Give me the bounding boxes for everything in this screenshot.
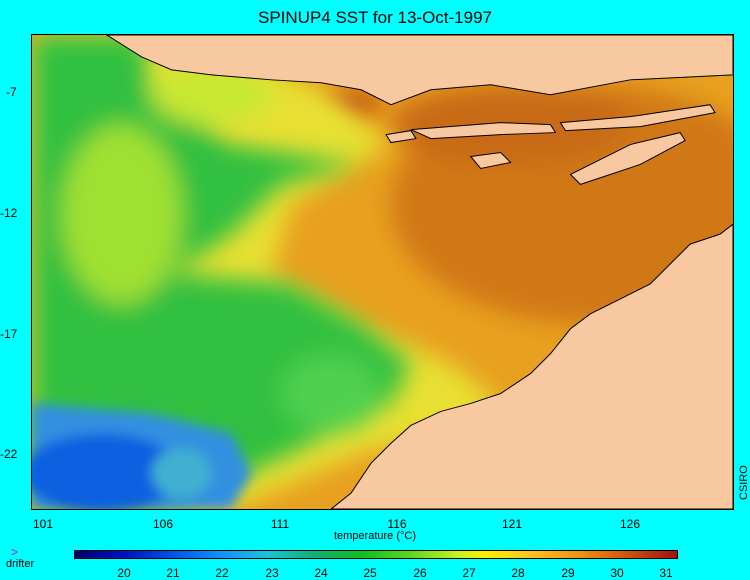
x-tick-label: 101 [32, 517, 54, 531]
colorbar [74, 550, 678, 559]
y-tick-label: -7 [6, 85, 17, 99]
drifter-marker-icon: > [11, 545, 19, 559]
y-tick-label: -17 [0, 327, 18, 341]
sst-map[interactable] [31, 34, 734, 510]
legend-title: temperature (°C) [333, 530, 417, 542]
x-tick-label: 106 [152, 517, 174, 531]
map-title: SPINUP4 SST for 13-Oct-1997 [257, 8, 492, 27]
colorbar-tick-label: 26 [413, 566, 427, 580]
credit-label: CSIRO [738, 465, 750, 500]
colorbar-tick-label: 21 [166, 566, 180, 580]
drifter-label: drifter [6, 558, 35, 570]
x-tick-label: 126 [619, 517, 641, 531]
y-tick-label: -22 [0, 447, 18, 461]
colorbar-tick-label: 24 [314, 566, 328, 580]
colorbar-tick-label: 29 [561, 566, 575, 580]
x-tick-label: 111 [270, 517, 290, 531]
x-tick-label: 116 [387, 517, 407, 531]
colorbar-tick-label: 25 [363, 566, 377, 580]
sst-field [32, 35, 733, 509]
colorbar-tick-label: 31 [659, 566, 673, 580]
y-tick-label: -12 [0, 206, 18, 220]
colorbar-tick-label: 30 [610, 566, 624, 580]
colorbar-tick-label: 27 [462, 566, 476, 580]
colorbar-tick-label: 22 [215, 566, 229, 580]
colorbar-tick-label: 28 [511, 566, 525, 580]
x-tick-label: 121 [501, 517, 523, 531]
colorbar-tick-label: 20 [117, 566, 131, 580]
colorbar-tick-label: 23 [265, 566, 279, 580]
